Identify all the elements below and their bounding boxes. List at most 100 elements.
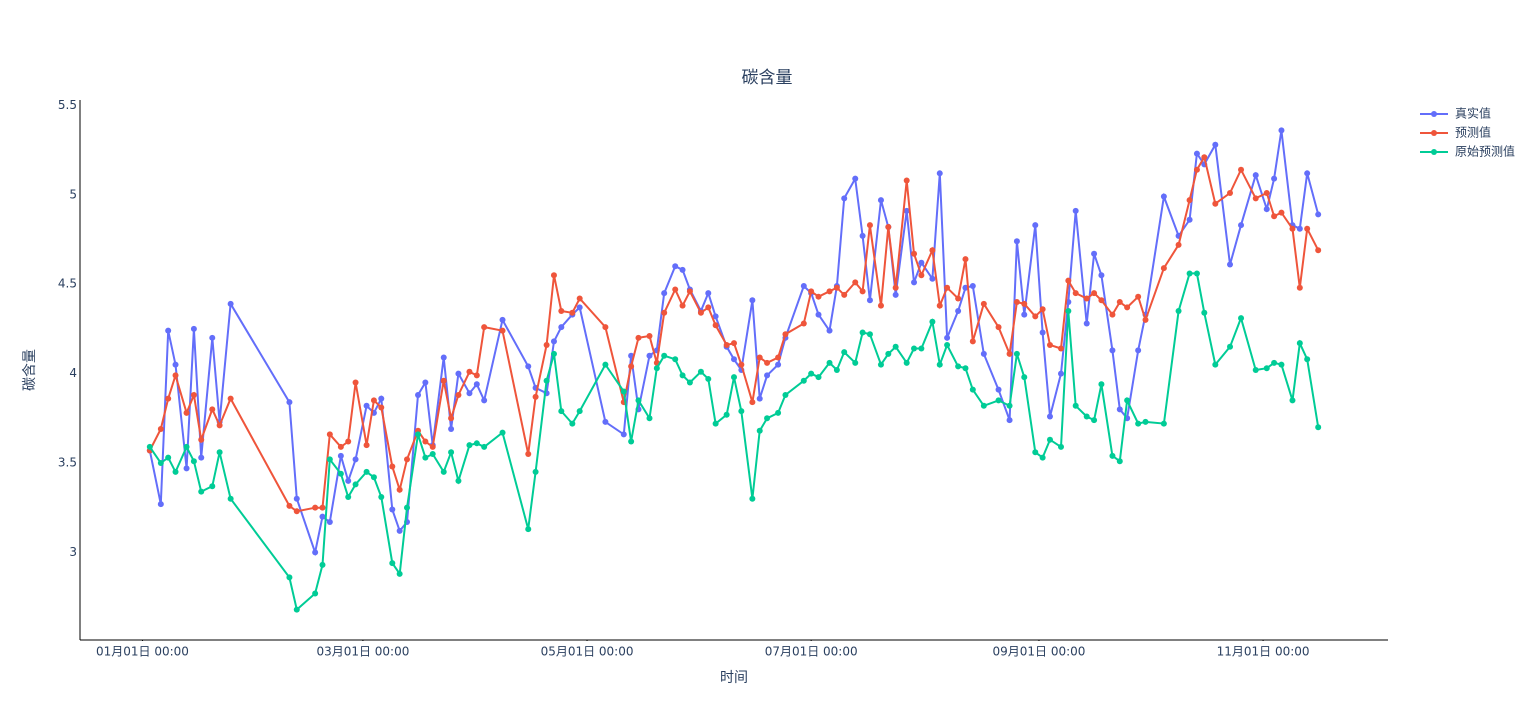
point (1186, 197, 1193, 204)
point (363, 468, 370, 475)
point (1021, 374, 1028, 381)
y-tick-label: 4 (69, 366, 77, 380)
point (1271, 359, 1278, 366)
point (775, 354, 782, 361)
point (1227, 343, 1234, 350)
point (738, 408, 745, 415)
point (661, 290, 668, 297)
point (815, 293, 822, 300)
point (1065, 277, 1072, 284)
point (841, 291, 848, 298)
point (679, 302, 686, 309)
point (731, 374, 737, 381)
point (962, 256, 969, 263)
point (481, 324, 488, 331)
point (833, 367, 840, 373)
point (782, 392, 789, 399)
point (877, 197, 884, 204)
point (1175, 241, 1182, 248)
point (705, 304, 712, 311)
point (723, 411, 730, 418)
point (775, 361, 782, 368)
point (1116, 406, 1123, 413)
point (319, 504, 326, 511)
point (157, 459, 164, 466)
point (911, 279, 918, 286)
point (1227, 189, 1234, 196)
series-line (148, 130, 1320, 557)
point (602, 324, 609, 331)
point (705, 375, 712, 382)
series-line (148, 272, 1320, 612)
point (1006, 402, 1013, 409)
point (209, 483, 216, 490)
point (543, 341, 550, 348)
point (1065, 307, 1072, 314)
point (576, 295, 583, 302)
point (576, 304, 583, 311)
point (995, 397, 1002, 404)
point (378, 404, 385, 411)
point (378, 395, 385, 402)
point (866, 222, 873, 229)
point (1175, 307, 1182, 314)
point (1193, 150, 1200, 157)
point (481, 397, 488, 404)
point (969, 386, 976, 393)
point (312, 590, 319, 597)
point (936, 302, 943, 309)
y-tick-label: 3.5 (58, 455, 77, 469)
point (378, 493, 385, 500)
point (576, 408, 583, 415)
point (337, 443, 344, 450)
point (165, 454, 172, 461)
point (1160, 420, 1167, 427)
point (532, 393, 539, 400)
point (731, 340, 737, 347)
point (892, 284, 899, 291)
point (679, 372, 686, 379)
point (415, 392, 422, 399)
point (1186, 216, 1193, 223)
point (389, 463, 396, 470)
point (1098, 272, 1105, 279)
point (183, 409, 190, 416)
point (841, 195, 848, 202)
point (859, 288, 866, 295)
point (165, 395, 172, 402)
legend-marker (1431, 149, 1437, 155)
point (800, 282, 807, 289)
point (466, 390, 473, 397)
point (198, 488, 205, 495)
point (918, 272, 925, 279)
point (312, 549, 319, 556)
point (1091, 417, 1098, 424)
point (404, 504, 410, 511)
point (1135, 420, 1142, 427)
point (712, 313, 719, 320)
point (473, 440, 480, 447)
point (1296, 225, 1303, 232)
point (1201, 154, 1208, 161)
point (352, 456, 359, 463)
point (473, 381, 480, 388)
x-axis-title: 时间 (720, 670, 748, 686)
point (448, 449, 455, 456)
point (429, 443, 436, 450)
point (911, 250, 918, 257)
point (980, 350, 987, 357)
point (286, 399, 293, 406)
point (389, 560, 396, 567)
point (190, 458, 197, 465)
point (396, 486, 403, 493)
point (1186, 270, 1193, 277)
point (661, 352, 668, 359)
legend-marker (1431, 130, 1437, 136)
point (712, 322, 719, 329)
point (749, 297, 756, 304)
point (1142, 418, 1149, 425)
point (1109, 347, 1116, 354)
point (1109, 311, 1116, 318)
point (525, 451, 532, 458)
